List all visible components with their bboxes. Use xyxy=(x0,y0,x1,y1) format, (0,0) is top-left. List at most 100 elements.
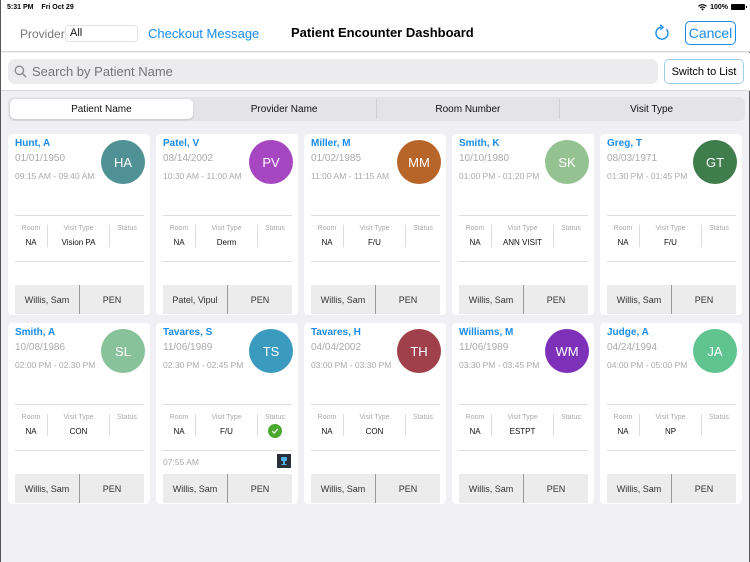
room-value: NA xyxy=(321,427,333,436)
provider-name[interactable]: Willis, Sam xyxy=(163,474,228,503)
patient-name[interactable]: Williams, M xyxy=(459,327,514,338)
appointment-time: 01:00 PM - 01:20 PM xyxy=(459,171,540,181)
battery-percent: 100% xyxy=(710,3,728,11)
visit-type-label: Visit Type xyxy=(63,225,94,232)
room-label: Room xyxy=(21,225,41,232)
tab-provider-name[interactable]: Provider Name xyxy=(250,103,318,115)
patient-name[interactable]: Hunt, A xyxy=(15,138,51,149)
appointment-time: 01:30 PM - 01:45 PM xyxy=(607,171,688,181)
encounter-status[interactable]: PEN xyxy=(694,294,714,305)
search-row: Switch to List xyxy=(1,53,750,91)
patient-dob: 04/04/2002 xyxy=(311,342,362,353)
search-bar[interactable] xyxy=(8,59,658,84)
divider xyxy=(459,404,588,405)
provider-name[interactable]: Willis, Sam xyxy=(311,285,376,314)
visit-type-value: NP xyxy=(664,427,677,436)
patient-dob: 08/14/2002 xyxy=(163,153,214,164)
patient-avatar: SL xyxy=(101,329,145,373)
provider-name[interactable]: Willis, Sam xyxy=(15,285,80,314)
card-footer: Willis, Sam PEN xyxy=(607,285,736,314)
provider-name[interactable]: Willis, Sam xyxy=(607,474,672,503)
encounter-status[interactable]: PEN xyxy=(102,294,122,305)
status-label: Status xyxy=(413,225,433,232)
provider-name[interactable]: Willis, Sam xyxy=(311,474,376,503)
divider xyxy=(163,215,292,216)
encounter-status[interactable]: PEN xyxy=(694,483,714,494)
divider xyxy=(15,450,144,451)
patient-name[interactable]: Tavares, S xyxy=(163,327,213,338)
room-label: Room xyxy=(169,414,189,421)
patient-dob: 01/02/1985 xyxy=(311,153,362,164)
visit-type-value: F/U xyxy=(664,238,677,247)
encounter-status[interactable]: PEN xyxy=(398,483,418,494)
patient-avatar: HA xyxy=(101,140,145,184)
patient-card[interactable]: Patel, V 08/14/2002 10:30 AM - 11:00 AM … xyxy=(156,134,298,315)
tab-room-number[interactable]: Room Number xyxy=(375,99,560,119)
search-icon xyxy=(14,65,27,78)
card-footer: Willis, Sam PEN xyxy=(311,474,440,503)
encounter-info: Room NA Visit Type F/U Status xyxy=(311,225,440,251)
encounter-info: Room NA Visit Type F/U Status xyxy=(607,225,736,251)
cancel-button[interactable]: Cancel xyxy=(685,21,736,45)
encounter-status[interactable]: PEN xyxy=(102,483,122,494)
appointment-time: 02:00 PM - 02:30 PM xyxy=(15,360,96,370)
encounter-status[interactable]: PEN xyxy=(250,294,270,305)
room-label: Room xyxy=(317,414,337,421)
patient-card[interactable]: Tavares, S 11/06/1989 02:30 PM - 02:45 P… xyxy=(156,323,298,504)
tab-patient-name[interactable]: Patient Name xyxy=(10,99,193,119)
provider-name[interactable]: Patel, Vipul xyxy=(163,285,228,314)
room-value: NA xyxy=(25,238,37,247)
checkout-message-link[interactable]: Checkout Message xyxy=(148,26,260,41)
encounter-info: Room NA Visit Type CON Status xyxy=(15,414,144,440)
search-input[interactable] xyxy=(32,64,632,79)
refresh-icon[interactable] xyxy=(652,23,672,43)
patient-dob: 10/08/1986 xyxy=(15,342,66,353)
patient-name[interactable]: Tavares, H xyxy=(311,327,361,338)
patient-card[interactable]: Tavares, H 04/04/2002 03:00 PM - 03:30 P… xyxy=(304,323,446,504)
patient-avatar: TH xyxy=(397,329,441,373)
page-title: Patient Encounter Dashboard xyxy=(291,25,474,40)
patient-card[interactable]: Williams, M 11/06/1989 03:30 PM - 03:45 … xyxy=(452,323,594,504)
provider-name[interactable]: Willis, Sam xyxy=(607,285,672,314)
card-footer: Patel, Vipul PEN xyxy=(163,285,292,314)
patient-card[interactable]: Hunt, A 01/01/1950 09:15 AM - 09:40 AM H… xyxy=(8,134,150,315)
status-label: Status xyxy=(117,414,137,421)
patient-name[interactable]: Patel, V xyxy=(163,138,200,149)
appointment-time: 03:00 PM - 03:30 PM xyxy=(311,360,392,370)
room-value: NA xyxy=(25,427,37,436)
visit-type-value: Vision PA xyxy=(61,238,96,247)
encounter-status[interactable]: PEN xyxy=(398,294,418,305)
provider-name[interactable]: Willis, Sam xyxy=(459,285,524,314)
patient-name[interactable]: Miller, M xyxy=(311,138,351,149)
patient-name[interactable]: Smith, A xyxy=(15,327,56,338)
patient-name[interactable]: Judge, A xyxy=(607,327,649,338)
tab-visit-type[interactable]: Visit Type xyxy=(559,99,743,119)
patient-card[interactable]: Miller, M 01/02/1985 11:00 AM - 11:15 AM… xyxy=(304,134,446,315)
divider xyxy=(15,215,144,216)
visit-type-label: Visit Type xyxy=(359,225,390,232)
card-footer: Willis, Sam PEN xyxy=(311,285,440,314)
encounter-info: Room NA Visit Type Vision PA Status xyxy=(15,225,144,251)
patient-name[interactable]: Smith, K xyxy=(459,138,500,149)
room-label: Room xyxy=(21,414,41,421)
kiosk-device-icon[interactable] xyxy=(277,454,291,468)
status-label: Status xyxy=(709,414,729,421)
provider-filter-field[interactable]: All xyxy=(65,25,138,42)
switch-to-list-button[interactable]: Switch to List xyxy=(664,59,744,84)
encounter-status[interactable]: PEN xyxy=(250,483,270,494)
encounter-info: Room NA Visit Type CON Status xyxy=(311,414,440,440)
divider xyxy=(459,215,588,216)
divider xyxy=(607,450,736,451)
patient-card[interactable]: Smith, K 10/10/1980 01:00 PM - 01:20 PM … xyxy=(452,134,594,315)
patient-card[interactable]: Greg, T 08/03/1971 01:30 PM - 01:45 PM G… xyxy=(600,134,742,315)
encounter-status[interactable]: PEN xyxy=(546,294,566,305)
provider-name[interactable]: Willis, Sam xyxy=(459,474,524,503)
patient-avatar: SK xyxy=(545,140,589,184)
patient-name[interactable]: Greg, T xyxy=(607,138,643,149)
patient-card[interactable]: Smith, A 10/08/1986 02:00 PM - 02:30 PM … xyxy=(8,323,150,504)
room-value: NA xyxy=(469,238,481,247)
appointment-time: 03:30 PM - 03:45 PM xyxy=(459,360,540,370)
provider-name[interactable]: Willis, Sam xyxy=(15,474,80,503)
patient-card[interactable]: Judge, A 04/24/1994 04:00 PM - 05:00 PM … xyxy=(600,323,742,504)
encounter-status[interactable]: PEN xyxy=(546,483,566,494)
